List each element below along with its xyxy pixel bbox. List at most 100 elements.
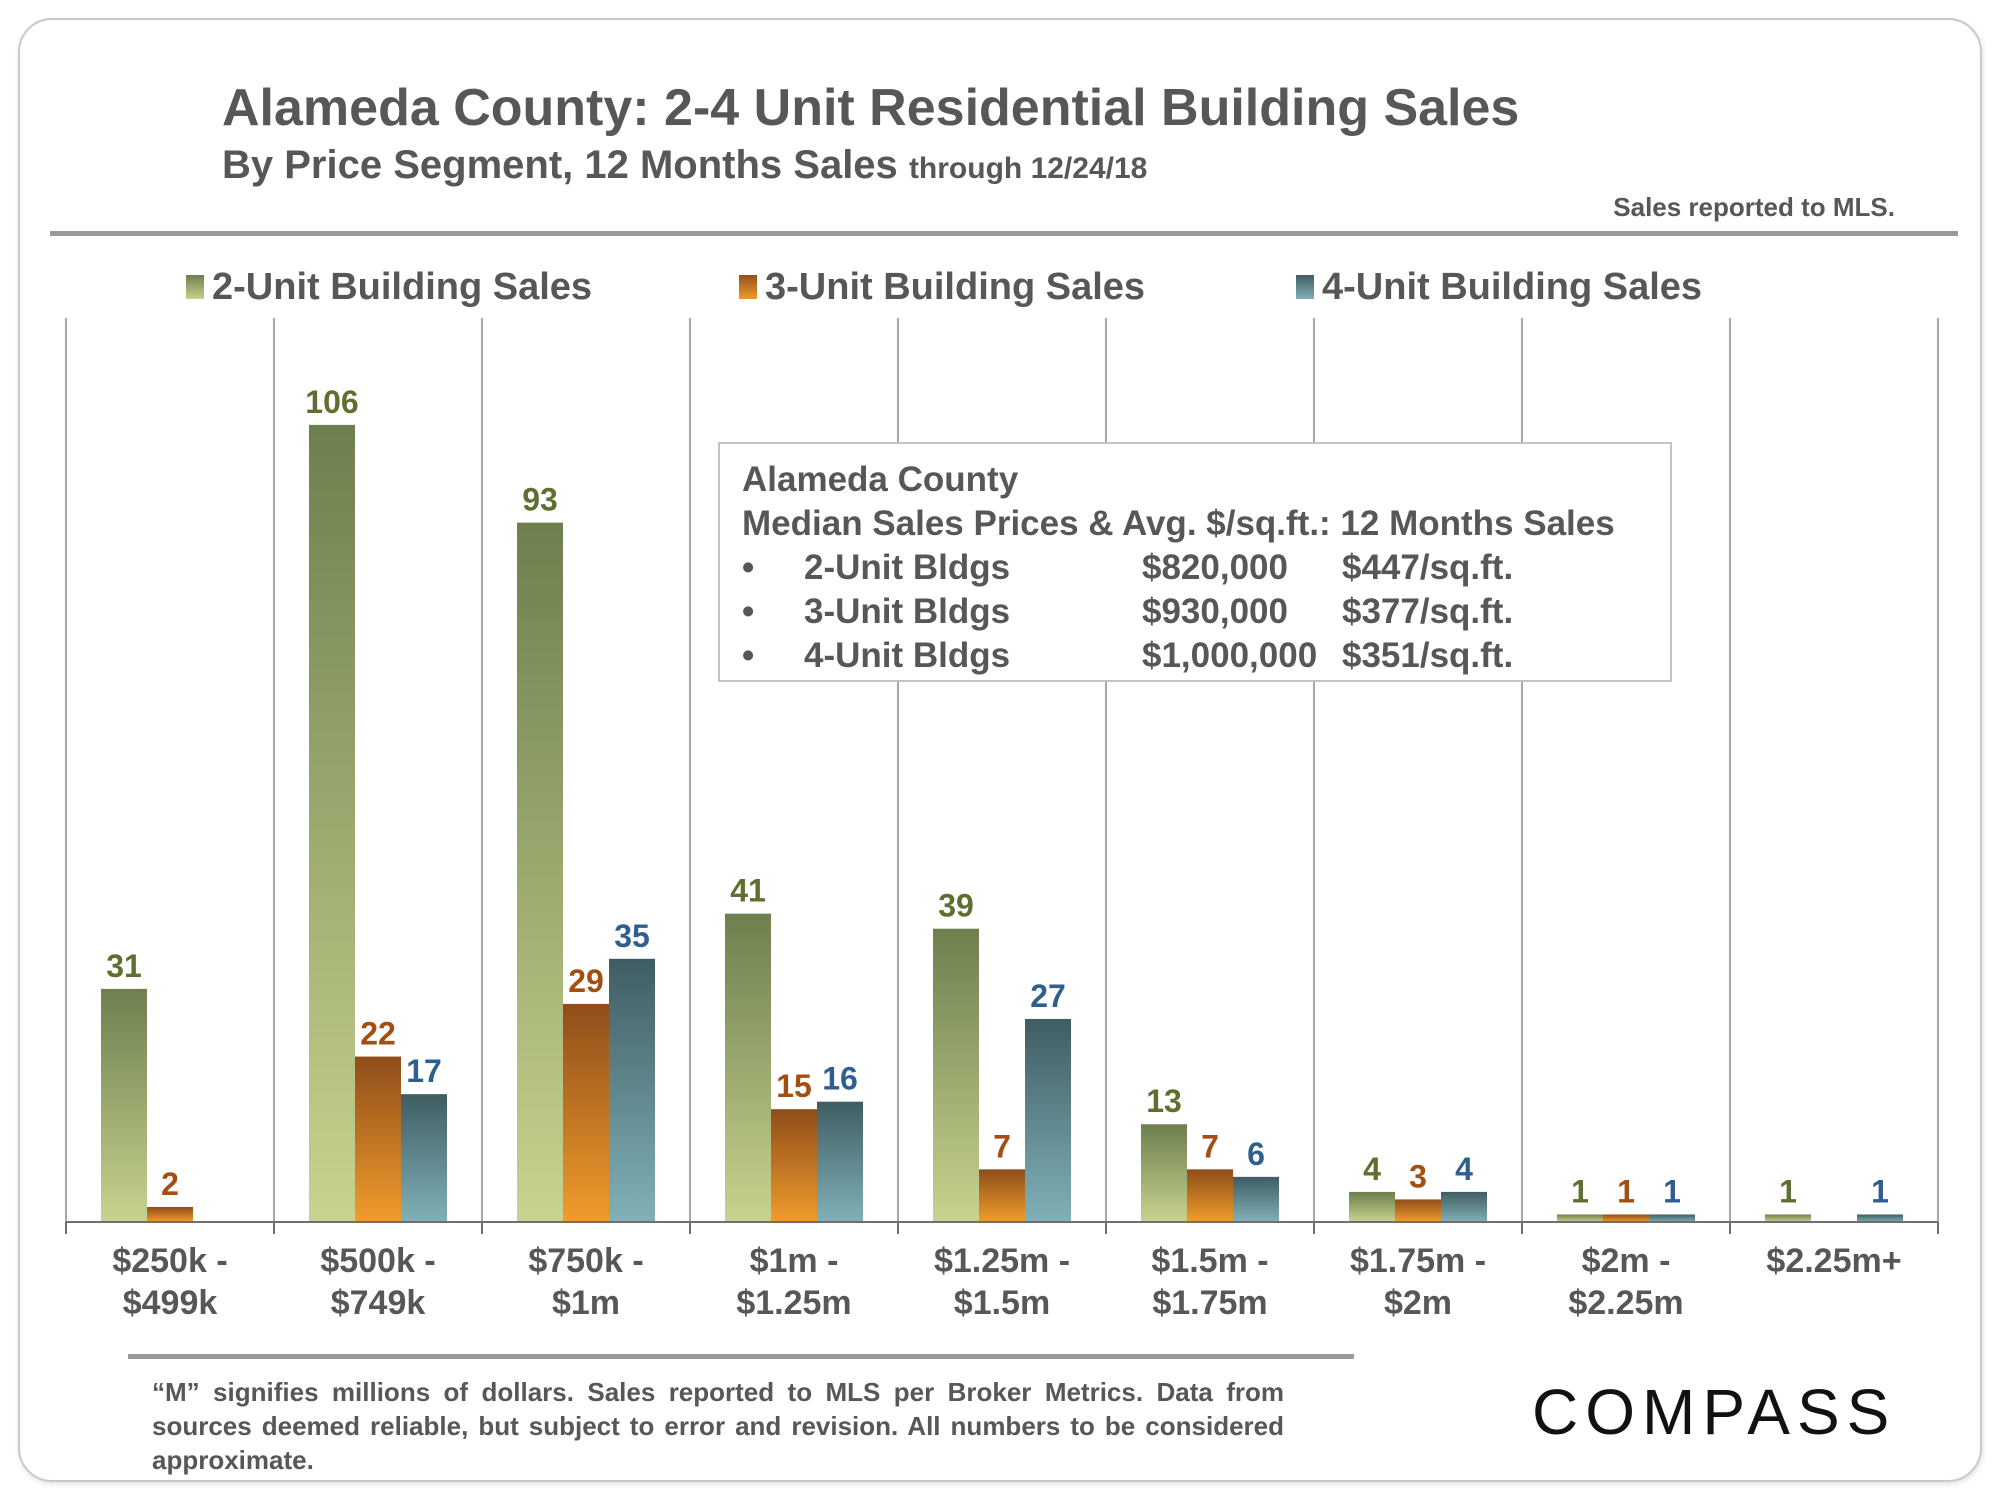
- x-tick-label: $2m -: [1582, 1242, 1671, 1280]
- chart-title: Alameda County: 2-4 Unit Residential Bui…: [222, 79, 1520, 137]
- bar-2-unit: [101, 988, 147, 1222]
- data-label-4-unit: 1: [1663, 1173, 1681, 1209]
- legend-item-4-unit: 4-Unit Building Sales: [1296, 262, 1702, 312]
- infobox-row-sqft: $447/sq.ft.: [1342, 548, 1514, 587]
- bar-4-unit: [1857, 1214, 1903, 1222]
- data-label-3-unit: 3: [1409, 1158, 1427, 1194]
- infobox-bullet: •: [742, 548, 755, 587]
- data-label-3-unit: 15: [776, 1068, 812, 1104]
- bar-2-unit: [309, 424, 355, 1222]
- infobox-row-name: 3-Unit Bldgs: [804, 592, 1011, 631]
- infobox-row-4-unit: • 4-Unit Bldgs $1,000,000 $351/sq.ft.: [742, 634, 1670, 678]
- infobox-bullet: •: [742, 636, 755, 675]
- infobox-row-price: $1,000,000: [1142, 636, 1318, 675]
- bar-4-unit: [1441, 1191, 1487, 1222]
- data-label-3-unit: 22: [360, 1016, 396, 1052]
- data-label-2-unit: 41: [730, 873, 766, 909]
- bar-2-unit: [517, 522, 563, 1222]
- bar-4-unit: [609, 958, 655, 1222]
- bar-2-unit: [725, 913, 771, 1222]
- bar-2-unit: [933, 928, 979, 1222]
- x-tick-label: $250k -: [112, 1242, 227, 1280]
- legend-swatch-4-unit: [1296, 275, 1314, 299]
- x-tick-label: $1.5m: [954, 1284, 1050, 1322]
- legend-swatch-3-unit: [739, 275, 757, 299]
- chart-subtitle: By Price Segment, 12 Months Sales throug…: [222, 143, 1147, 188]
- bar-3-unit: [1187, 1169, 1233, 1222]
- data-label-4-unit: 6: [1247, 1136, 1265, 1172]
- x-tick-label: $1.25m: [736, 1284, 851, 1322]
- x-tick-label: $500k -: [320, 1242, 435, 1280]
- data-label-2-unit: 39: [938, 888, 974, 924]
- infobox-row-sqft: $377/sq.ft.: [1342, 592, 1514, 631]
- bar-3-unit: [1395, 1199, 1441, 1222]
- infobox-bullet: •: [742, 592, 755, 631]
- infobox-row-name: 4-Unit Bldgs: [804, 636, 1011, 675]
- bar-3-unit: [355, 1056, 401, 1222]
- x-tick-label: $2.25m+: [1766, 1242, 1901, 1280]
- mls-note: Sales reported to MLS.: [1613, 192, 1895, 222]
- bar-4-unit: [817, 1101, 863, 1222]
- x-tick-label: $1m -: [750, 1242, 839, 1280]
- x-tick-label: $499k: [123, 1284, 218, 1322]
- data-label-2-unit: 13: [1146, 1083, 1182, 1119]
- legend-label-4-unit: 4-Unit Building Sales: [1322, 265, 1703, 308]
- bar-4-unit: [1025, 1018, 1071, 1222]
- data-label-3-unit: 7: [1201, 1128, 1219, 1164]
- legend-label-3-unit: 3-Unit Building Sales: [765, 265, 1146, 308]
- bar-3-unit: [979, 1169, 1025, 1222]
- infobox-row-sqft: $351/sq.ft.: [1342, 636, 1514, 675]
- bottom-divider: [128, 1354, 1354, 1359]
- data-label-4-unit: 35: [614, 918, 650, 954]
- infobox-row-3-unit: • 3-Unit Bldgs $930,000 $377/sq.ft.: [742, 590, 1670, 634]
- legend-item-3-unit: 3-Unit Building Sales: [739, 262, 1145, 312]
- subtitle-date: through 12/24/18: [908, 152, 1148, 185]
- data-label-4-unit: 4: [1455, 1151, 1473, 1187]
- bar-3-unit: [1603, 1214, 1649, 1222]
- bar-4-unit: [1649, 1214, 1695, 1222]
- top-divider: [50, 231, 1958, 236]
- data-label-3-unit: 29: [568, 963, 604, 999]
- x-tick-label: $2m: [1384, 1284, 1452, 1322]
- bar-2-unit: [1141, 1124, 1187, 1222]
- x-tick-label: $749k: [331, 1284, 426, 1322]
- bar-2-unit: [1557, 1214, 1603, 1222]
- subtitle-main: By Price Segment, 12 Months Sales: [222, 143, 898, 187]
- infobox-title-1: Alameda County: [742, 460, 1019, 499]
- slide-frame: [18, 18, 1982, 1482]
- data-label-2-unit: 1: [1571, 1173, 1589, 1209]
- x-tick-label: $1.75m: [1152, 1284, 1267, 1322]
- infobox-row-price: $820,000: [1142, 548, 1288, 587]
- data-label-4-unit: 16: [822, 1061, 858, 1097]
- x-tick-label: $750k -: [528, 1242, 643, 1280]
- bar-3-unit: [563, 1003, 609, 1222]
- infobox-row-2-unit: • 2-Unit Bldgs $820,000 $447/sq.ft.: [742, 546, 1670, 590]
- data-label-4-unit: 27: [1030, 978, 1066, 1014]
- data-label-4-unit: 1: [1871, 1173, 1889, 1209]
- data-label-2-unit: 31: [106, 948, 142, 984]
- bar-2-unit: [1765, 1214, 1811, 1222]
- x-tick-label: $1.75m -: [1350, 1242, 1486, 1280]
- x-tick-label: $1.5m -: [1151, 1242, 1268, 1280]
- infobox-title-2: Median Sales Prices & Avg. $/sq.ft.: 12 …: [742, 504, 1615, 543]
- data-label-3-unit: 2: [161, 1166, 179, 1202]
- data-label-2-unit: 93: [522, 482, 558, 518]
- bar-4-unit: [1233, 1176, 1279, 1222]
- x-tick-label: $2.25m: [1568, 1284, 1683, 1322]
- legend-item-2-unit: 2-Unit Building Sales: [186, 262, 592, 312]
- bar-2-unit: [1349, 1191, 1395, 1222]
- compass-logo: COMPASS: [1532, 1376, 1897, 1448]
- data-label-2-unit: 1: [1779, 1173, 1797, 1209]
- data-label-4-unit: 17: [406, 1053, 442, 1089]
- legend-label-2-unit: 2-Unit Building Sales: [212, 265, 593, 308]
- data-label-2-unit: 106: [305, 384, 358, 420]
- x-tick-label: $1.25m -: [934, 1242, 1070, 1280]
- infobox-row-name: 2-Unit Bldgs: [804, 548, 1011, 587]
- data-label-3-unit: 1: [1617, 1173, 1635, 1209]
- data-label-3-unit: 7: [993, 1128, 1011, 1164]
- x-tick-label: $1m: [552, 1284, 620, 1322]
- median-prices-box: Alameda County Median Sales Prices & Avg…: [718, 442, 1672, 682]
- legend-swatch-2-unit: [186, 275, 204, 299]
- footnote: “M” signifies millions of dollars. Sales…: [152, 1377, 1284, 1475]
